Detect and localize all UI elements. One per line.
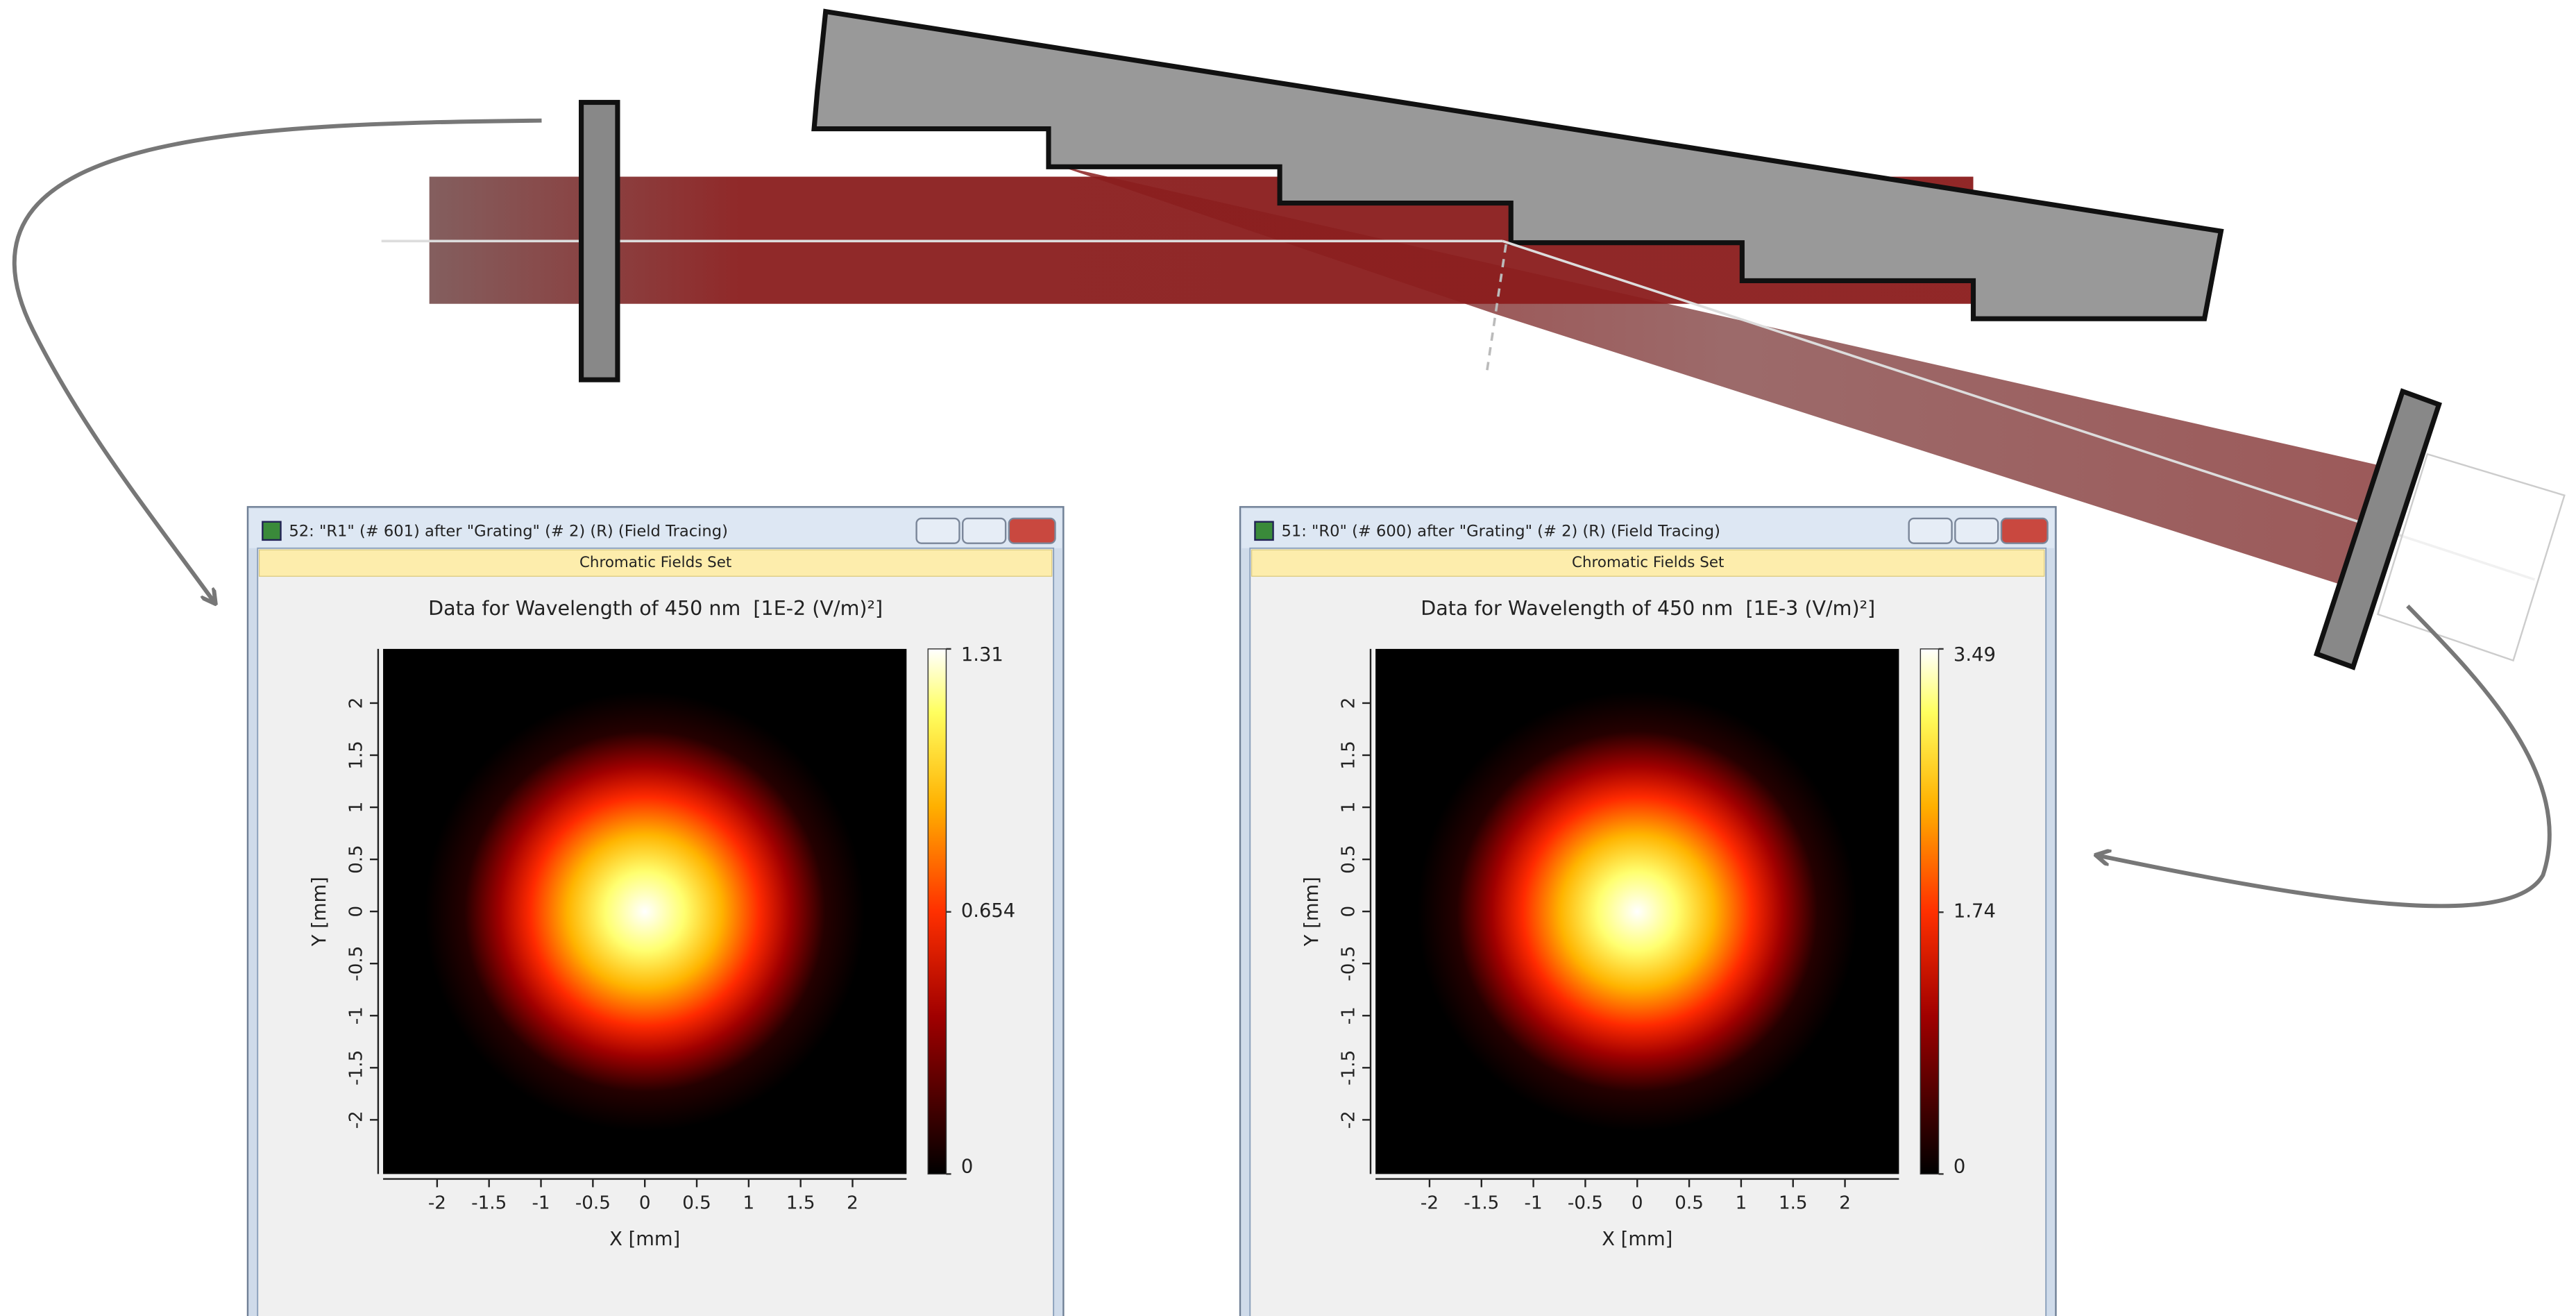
y-tick-label: -0.5 bbox=[1339, 946, 1359, 981]
y-axis-label: Y [mm] bbox=[1301, 877, 1323, 947]
y-tick-label: 2 bbox=[346, 698, 366, 709]
x-axis-label: X [mm] bbox=[1602, 1229, 1672, 1250]
colorbar-tick-label: 0.654 bbox=[961, 900, 1015, 922]
arrow bbox=[2097, 604, 2552, 909]
y-tick-label: 0.5 bbox=[1339, 845, 1359, 874]
y-tick-label: 0 bbox=[1339, 906, 1359, 918]
window-icon bbox=[1254, 521, 1274, 541]
x-tick-label: 2 bbox=[1839, 1193, 1851, 1214]
y-tick-label: -1.5 bbox=[346, 1050, 366, 1086]
grating-normal bbox=[1484, 244, 1507, 377]
x-tick-label: 1 bbox=[743, 1193, 755, 1214]
window: 51: "R0" (# 600) after "Grating" (# 2) (… bbox=[1239, 506, 2057, 1316]
colorbar bbox=[927, 648, 947, 1175]
detector-box bbox=[2376, 453, 2566, 662]
detector-plate bbox=[579, 99, 620, 382]
windows: 52: "R1" (# 601) after "Grating" (# 2) (… bbox=[246, 506, 2057, 1316]
minimize-button[interactable] bbox=[1908, 517, 1953, 544]
x-tick-label: -2 bbox=[428, 1193, 446, 1214]
x-tick-label: 0 bbox=[1632, 1193, 1643, 1214]
colorbar-tick-label: 1.31 bbox=[961, 644, 1003, 666]
x-tick-label: -0.5 bbox=[575, 1193, 611, 1214]
colorbar-tick-label: 1.74 bbox=[1954, 901, 1996, 922]
maximize-button[interactable] bbox=[1954, 517, 1999, 544]
x-tick-label: 1 bbox=[1736, 1193, 1747, 1214]
window-title: 52: "R1" (# 601) after "Grating" (# 2) (… bbox=[289, 523, 727, 541]
y-tick-label: -1.5 bbox=[1339, 1050, 1359, 1086]
y-tick-label: 1.5 bbox=[346, 741, 366, 770]
optical-setup bbox=[12, 8, 2566, 909]
colorbar-tick-label: 0 bbox=[1954, 1156, 1965, 1177]
heatmap-beam bbox=[425, 691, 865, 1131]
y-tick-label: 0 bbox=[346, 906, 366, 918]
tab-title: Chromatic Fields Set bbox=[1572, 554, 1724, 571]
colorbar bbox=[1920, 648, 1940, 1175]
y-tick-label: 1.5 bbox=[1339, 741, 1359, 770]
x-tick-label: 0.5 bbox=[1675, 1193, 1704, 1214]
heatmap-beam bbox=[1417, 691, 1858, 1131]
window-title: 51: "R0" (# 600) after "Grating" (# 2) (… bbox=[1281, 523, 1720, 541]
chart-title: Data for Wavelength of 450 nm [1E-2 (V/m… bbox=[428, 596, 883, 620]
x-tick-label: -1 bbox=[532, 1193, 550, 1214]
y-axis-label: Y [mm] bbox=[309, 877, 330, 947]
x-axis-label: X [mm] bbox=[609, 1229, 680, 1250]
x-tick-label: 1.5 bbox=[1779, 1193, 1808, 1214]
y-tick-label: -1 bbox=[346, 1006, 366, 1024]
y-tick-label: 1 bbox=[346, 802, 366, 813]
x-tick-label: -1.5 bbox=[471, 1193, 507, 1214]
chart-title: Data for Wavelength of 450 nm [1E-3 (V/m… bbox=[1421, 596, 1875, 620]
x-tick-label: -0.5 bbox=[1568, 1193, 1603, 1214]
x-tick-label: -2 bbox=[1421, 1193, 1439, 1214]
tab-title: Chromatic Fields Set bbox=[579, 554, 731, 571]
x-tick-label: 0.5 bbox=[682, 1193, 711, 1214]
maximize-button[interactable] bbox=[962, 517, 1007, 544]
y-tick-label: -1 bbox=[1339, 1006, 1359, 1024]
colorbar-tick-label: 0 bbox=[961, 1156, 973, 1177]
x-tick-label: -1 bbox=[1525, 1193, 1543, 1214]
minimize-button[interactable] bbox=[915, 517, 960, 544]
grating bbox=[811, 8, 2224, 321]
x-tick-label: 2 bbox=[847, 1193, 858, 1214]
y-tick-label: 2 bbox=[1339, 698, 1359, 709]
window-icon bbox=[262, 521, 282, 541]
x-tick-label: 1.5 bbox=[786, 1193, 815, 1214]
x-tick-label: -1.5 bbox=[1464, 1193, 1499, 1214]
colorbar-tick-label: 3.49 bbox=[1954, 644, 1996, 666]
y-tick-label: -0.5 bbox=[346, 946, 366, 981]
close-button[interactable] bbox=[2000, 517, 2049, 544]
y-tick-label: 1 bbox=[1339, 802, 1359, 813]
detector-plate bbox=[2313, 388, 2442, 670]
arrow bbox=[12, 118, 542, 603]
tab-header bbox=[1251, 549, 2045, 577]
window: 52: "R1" (# 601) after "Grating" (# 2) (… bbox=[246, 506, 1065, 1316]
y-tick-label: -2 bbox=[346, 1111, 366, 1129]
x-tick-label: 0 bbox=[639, 1193, 651, 1214]
y-tick-label: -2 bbox=[1339, 1111, 1359, 1129]
y-tick-label: 0.5 bbox=[346, 845, 366, 874]
tab-header bbox=[258, 549, 1053, 577]
close-button[interactable] bbox=[1008, 517, 1056, 544]
